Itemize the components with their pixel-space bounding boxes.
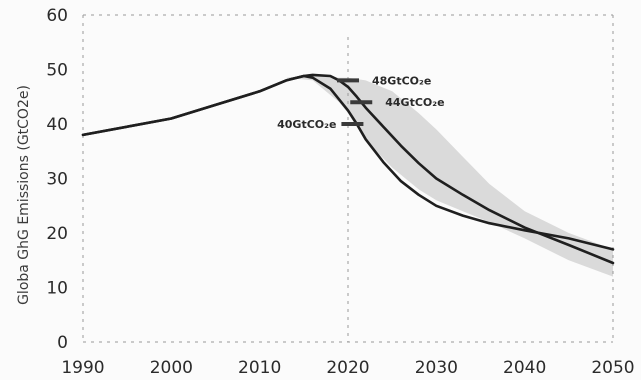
y-axis-label: Globa GhG Emissions (GtCO2e) — [16, 85, 32, 305]
series-layer — [81, 73, 615, 265]
x-tick-label: 2020 — [326, 358, 369, 378]
x-tick-label: 2000 — [150, 358, 193, 378]
x-tick-label: 2010 — [238, 358, 281, 378]
x-tick-label: 2030 — [415, 358, 458, 378]
y-tick-label: 40 — [46, 115, 68, 135]
y-tick-label: 20 — [46, 224, 68, 244]
annotation-label-1: 48GtCO₂e — [372, 74, 431, 87]
y-tick-label: 50 — [46, 61, 68, 81]
series-line-2 — [81, 74, 615, 251]
annotation-label-2: 44GtCO₂e — [385, 96, 444, 109]
projection-band — [286, 74, 613, 277]
projection-band-layer — [286, 74, 613, 277]
x-tick-label: 1990 — [61, 358, 104, 378]
y-tick-label: 10 — [46, 279, 68, 299]
axes — [82, 14, 614, 343]
y-tick-label: 0 — [57, 333, 68, 353]
annotation-label-3: 40GtCO₂e — [277, 118, 336, 131]
x-tick-label: 2050 — [591, 358, 634, 378]
annotations-layer: 48GtCO₂e 44GtCO₂e 40GtCO₂e — [277, 74, 444, 131]
y-tick-label: 60 — [46, 6, 68, 26]
tick-labels: 1990 2000 2010 2020 2030 2040 2050010203040506… — [46, 6, 634, 378]
x-tick-label: 2040 — [503, 358, 546, 378]
y-tick-label: 30 — [46, 170, 68, 190]
